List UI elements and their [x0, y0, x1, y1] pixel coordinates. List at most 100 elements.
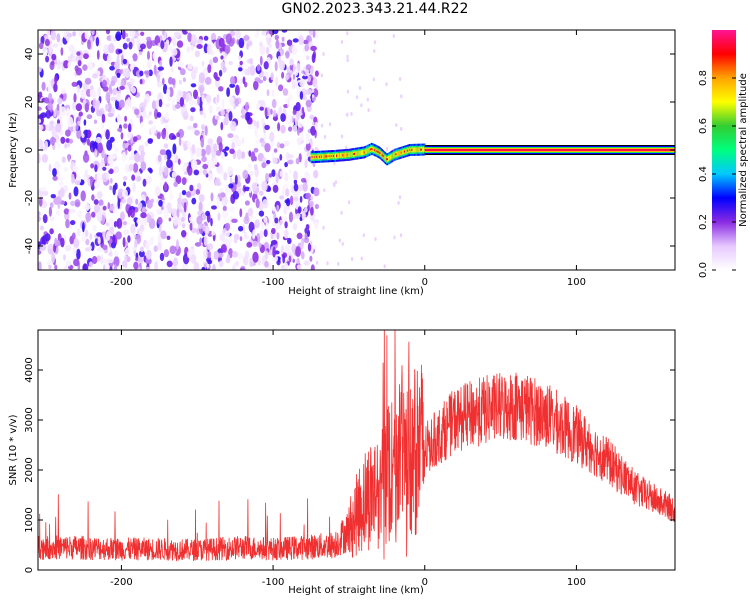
noise-blob	[293, 179, 298, 185]
noise-blob	[161, 128, 166, 140]
noise-blob	[173, 181, 178, 187]
noise-blob	[280, 113, 286, 122]
noise-blob	[82, 82, 87, 90]
noise-blob	[107, 202, 111, 210]
noise-blob	[293, 170, 298, 181]
noise-blob	[273, 148, 278, 153]
carrier-band	[349, 152, 352, 158]
noise-blob	[179, 68, 186, 76]
noise-blob	[241, 137, 245, 144]
noise-blob	[201, 124, 205, 131]
noise-blob	[255, 198, 260, 209]
noise-blob	[203, 235, 208, 247]
noise-blob	[280, 244, 284, 255]
noise-blob	[181, 216, 185, 223]
noise-blob	[126, 132, 133, 139]
noise-blob	[130, 87, 137, 94]
noise-blob	[108, 252, 113, 257]
colorbar-tick-label: 0.4	[698, 166, 709, 182]
noise-blob	[198, 194, 205, 203]
noise-blob	[117, 198, 121, 210]
colorbar-tick-label: 0.2	[698, 214, 709, 230]
noise-blob	[314, 30, 319, 40]
noise-blob	[102, 205, 107, 211]
noise-blob	[195, 147, 202, 158]
noise-blob	[216, 93, 220, 103]
noise-blob	[278, 84, 284, 92]
noise-blob	[191, 227, 197, 233]
noise-blob	[60, 136, 66, 144]
noise-blob	[146, 59, 152, 69]
noise-blob	[195, 189, 201, 195]
noise-blob	[259, 230, 264, 239]
noise-blob	[305, 136, 310, 145]
carrier-band	[331, 153, 334, 159]
noise-blob	[257, 259, 262, 266]
carrier-band	[392, 153, 394, 159]
noise-blob	[234, 98, 239, 107]
noise-blob	[284, 221, 288, 229]
noise-blob	[59, 106, 66, 117]
noise-speck	[341, 241, 344, 246]
noise-blob	[220, 109, 225, 116]
noise-blob	[292, 223, 298, 231]
noise-blob	[311, 53, 316, 64]
noise-blob	[249, 257, 253, 268]
noise-blob	[302, 75, 308, 80]
noise-blob	[125, 85, 129, 92]
noise-blob	[163, 181, 168, 192]
noise-blob	[151, 100, 157, 110]
noise-blob	[253, 80, 259, 91]
noise-blob	[231, 141, 235, 149]
spectrogram-x-ticks: -200 -100 0 100	[110, 30, 586, 288]
noise-blob	[159, 252, 165, 262]
noise-blob	[232, 264, 236, 270]
noise-blob	[189, 99, 197, 106]
noise-blob	[112, 88, 117, 96]
noise-blob	[186, 125, 194, 130]
noise-blob	[70, 220, 76, 226]
carrier-peak	[324, 155, 326, 158]
noise-blob	[286, 39, 293, 46]
noise-blob	[82, 153, 90, 163]
noise-blob	[174, 104, 181, 109]
carrier-peak	[381, 154, 384, 157]
noise-blob	[291, 243, 297, 254]
noise-blob	[170, 66, 174, 73]
noise-blob	[223, 151, 228, 157]
noise-blob	[263, 133, 267, 141]
noise-blob	[205, 94, 212, 103]
noise-blob	[284, 171, 289, 182]
noise-blob	[251, 182, 258, 191]
noise-blob	[301, 251, 305, 260]
noise-speck	[346, 54, 349, 59]
noise-blob	[216, 106, 222, 113]
noise-blob	[52, 175, 58, 181]
noise-blob	[213, 157, 218, 165]
noise-blob	[124, 254, 128, 264]
noise-blob	[257, 79, 264, 84]
noise-blob	[190, 83, 197, 88]
noise-blob	[176, 132, 181, 138]
noise-blob	[44, 34, 49, 40]
noise-blob	[261, 180, 268, 192]
noise-blob	[68, 192, 72, 200]
noise-blob	[166, 87, 171, 98]
noise-blob	[114, 147, 119, 153]
noise-blob	[242, 255, 249, 266]
noise-blob	[212, 264, 216, 270]
noise-blob	[121, 151, 127, 162]
x-tick-label: -200	[110, 577, 133, 588]
noise-blob	[173, 257, 178, 267]
noise-blob	[38, 106, 42, 111]
noise-blob	[314, 70, 319, 77]
carrier-band	[394, 152, 396, 158]
noise-blob	[57, 139, 61, 150]
noise-blob	[105, 104, 109, 112]
noise-blob	[257, 99, 264, 105]
noise-blob	[222, 205, 227, 212]
noise-blob	[246, 241, 253, 248]
noise-blob	[297, 137, 301, 146]
colorbar-ticks: 0.0 0.2 0.4 0.6 0.8	[698, 70, 736, 278]
noise-blob	[66, 32, 73, 38]
